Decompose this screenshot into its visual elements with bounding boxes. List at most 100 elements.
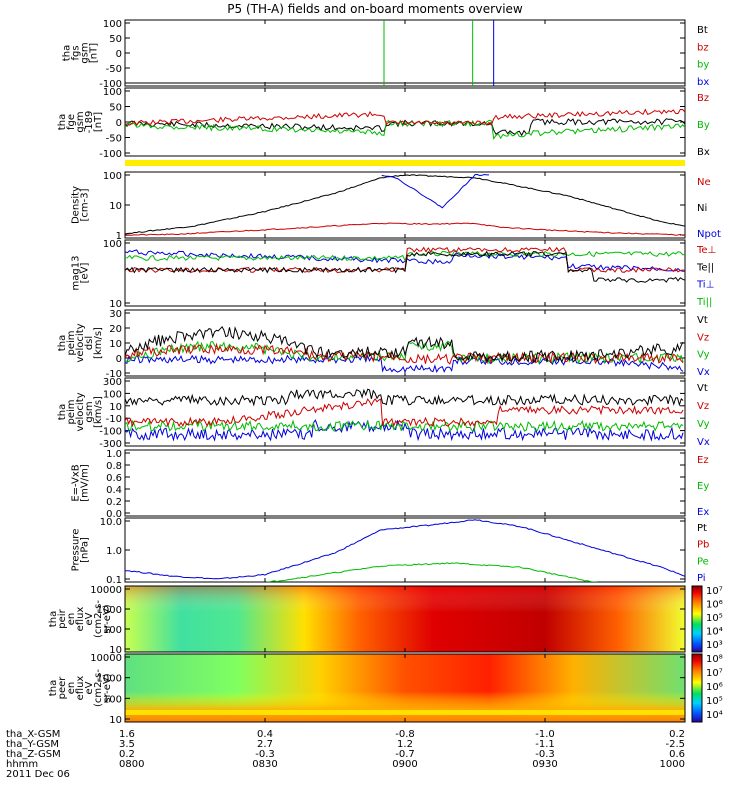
legend-efield-0: Ez — [697, 455, 709, 466]
peer-spectrogram-low-energy — [125, 691, 685, 722]
ytick-label: 0.8 — [106, 461, 122, 472]
ylabel-efield: E=-VxB[mV/m] — [71, 464, 91, 502]
ephem-value: 1000 — [660, 759, 685, 770]
legend-pressure-0: Pt — [697, 523, 707, 534]
ytick-label: 10000 — [90, 653, 122, 664]
ylabel-peer: thapeerenefluxeV(cm2-s-sr-eV) — [48, 669, 113, 707]
ylabel-line: gsm — [84, 401, 95, 422]
ytick-label: 100 — [103, 389, 122, 400]
ytick-label: 1000 — [97, 674, 122, 685]
legend-pressure-3: Pi — [697, 573, 706, 584]
ylabel-line: velocity — [75, 323, 86, 362]
ylabel-line: sr-eV) — [102, 604, 113, 633]
ylabel-line: eflux — [75, 607, 86, 632]
ephem-value: 0930 — [532, 759, 557, 770]
ephem-value: -1.1 — [535, 739, 555, 750]
vz-gsm-trace — [125, 398, 684, 428]
legend-fge-1: By — [697, 120, 710, 131]
colorbar-label-peer-3: 10⁵ — [706, 696, 723, 707]
ytick-label: 10 — [109, 402, 122, 413]
ylabel-line: velocity — [75, 392, 86, 431]
pe-trace — [266, 562, 602, 582]
ytick-label: 50 — [109, 34, 122, 45]
peer-band — [125, 710, 685, 715]
panel-efield: 1.00.80.60.40.20.0 E=-VxB[mV/m] Ez Ey Ex — [71, 449, 710, 520]
ylabel-line: mag13 — [71, 256, 82, 291]
ephem-value: 1.2 — [397, 739, 413, 750]
ylabel-line: [mV/m] — [80, 464, 91, 502]
ephem-value: 0.4 — [257, 729, 273, 740]
ylabel-line: tha — [57, 404, 68, 420]
curves-fgs — [125, 20, 685, 86]
ephem-value: 0900 — [392, 759, 417, 770]
ylabel-temp: mag13[eV] — [71, 256, 91, 291]
date-label: 2011 Dec 06 — [6, 769, 70, 780]
colorbar-label-peer-0: 10⁸ — [706, 654, 723, 665]
legend-fge-2: Bx — [697, 147, 710, 158]
colorbar-label-peir-0: 10⁷ — [706, 586, 723, 597]
ephem-value: 0.2 — [669, 729, 685, 740]
by-trace — [125, 119, 685, 140]
ephem-value: 2.7 — [257, 739, 273, 750]
ephem-label-hhmm: hhmm — [6, 759, 38, 770]
ytick-label: 0.2 — [106, 497, 122, 508]
ylabel-line: eflux — [75, 676, 86, 701]
legend-efield-2: Ex — [697, 507, 709, 518]
ytick-label: 10 — [109, 339, 122, 350]
ylabel-line: -189 — [84, 111, 95, 134]
ylabel-line: [nT] — [89, 43, 100, 63]
panel-frame — [124, 19, 686, 87]
ytick-label: 10 — [109, 201, 122, 212]
colorbar-label-peir-4: 10³ — [706, 640, 723, 651]
ylabel-line: [nT] — [93, 112, 104, 132]
legend-fgs-1: bz — [697, 42, 709, 53]
ylabel-line: tha — [48, 611, 59, 627]
ytick-label: -10 — [106, 369, 122, 380]
legend-pressure-2: Pe — [697, 556, 709, 567]
panel-peer: 10000 1000 100 10 thapeerenefluxeV(cm2-s-sr-… — [48, 653, 723, 726]
ylabel-vel2: thapeimvelocitygsm[km/s] — [57, 392, 104, 431]
ytick-label: 30 — [109, 309, 122, 320]
legend-temp-2: Ti⊥ — [696, 280, 714, 291]
bx-trace — [125, 118, 685, 137]
ytick-label: -100 — [99, 79, 122, 90]
ylabel-line: (cm2-s- — [93, 600, 104, 638]
ylabel-line: sr-eV) — [102, 673, 113, 702]
vx-gsm-trace — [125, 419, 684, 442]
ylabel-line: tha — [48, 680, 59, 696]
peir-spectrogram-overlay — [125, 586, 685, 652]
curves-density — [125, 173, 685, 236]
npot-trace — [381, 173, 489, 209]
ylabel-line: [km/s] — [93, 327, 104, 359]
ytick-label: 0 — [116, 118, 122, 129]
mode-bar — [125, 160, 685, 166]
panel-frame — [124, 449, 686, 517]
ephem-value: 0830 — [252, 759, 277, 770]
legend-density-0: Ne — [697, 177, 711, 188]
legend-density-2: Npot — [697, 229, 721, 240]
pi-trace — [125, 519, 685, 580]
ytick-label: 100 — [103, 239, 122, 250]
ytick-label: 1.0 — [106, 546, 122, 557]
colorbar-peer — [691, 653, 703, 723]
ytick-label: 0.0 — [106, 509, 122, 520]
ytick-label: 100 — [103, 694, 122, 705]
ylabel-line: peer — [57, 676, 68, 700]
colorbar-label-peir-2: 10⁵ — [706, 613, 723, 624]
ylabel-line: tha — [62, 45, 73, 61]
legend-pressure-1: Pb — [697, 540, 709, 551]
ephem-label-y: tha_Y-GSM — [6, 739, 59, 750]
ytick-label: 10 — [109, 715, 122, 726]
ylabel-line: peim — [66, 399, 77, 424]
ephem-label-x: tha_X-GSM — [6, 729, 60, 740]
ephem-label-z: tha_Z-GSM — [6, 749, 61, 760]
panel-temp: 100 10 mag13[eV] Te⊥ Te|| Ti⊥ Ti|| — [71, 239, 717, 310]
ephem-value: 0.6 — [669, 749, 685, 760]
vt-gsm-trace — [125, 388, 684, 407]
ytick-label: -50 — [106, 64, 122, 75]
ylabel-line: fgs — [71, 45, 82, 60]
ytick-label: 1.0 — [106, 449, 122, 460]
ylabel-line: [cm-3] — [80, 188, 91, 221]
vx-trace — [125, 354, 684, 374]
